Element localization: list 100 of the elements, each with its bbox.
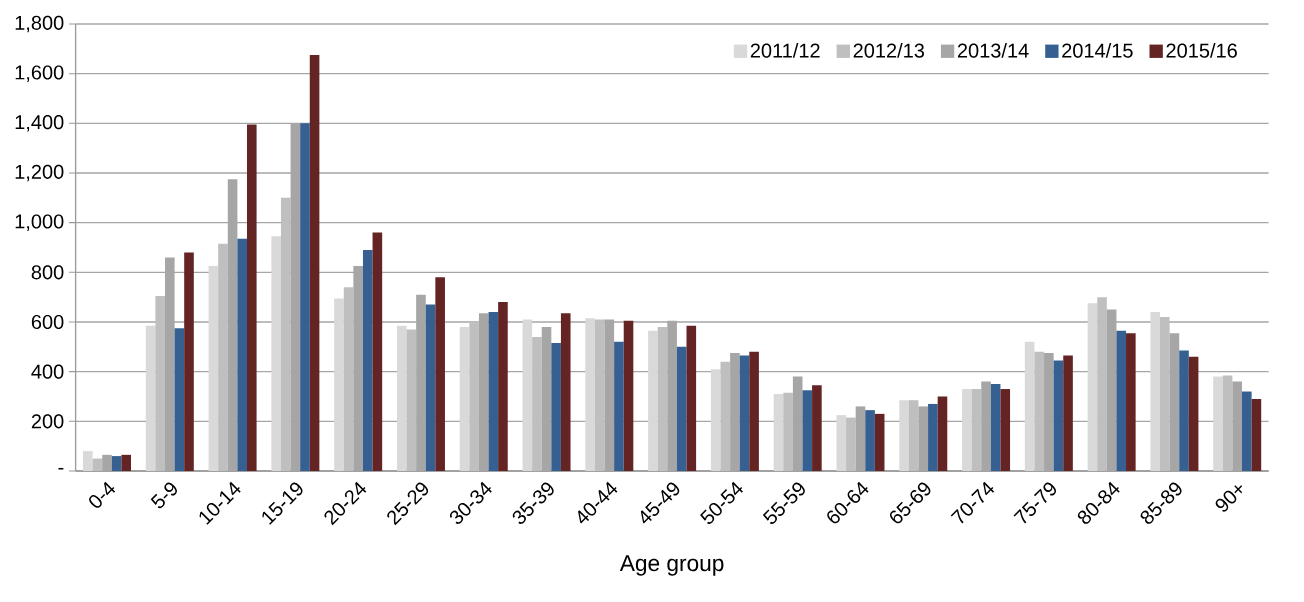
- bar: [1097, 297, 1107, 471]
- bar: [676, 346, 687, 471]
- bar: [271, 236, 281, 471]
- bar: [208, 266, 219, 471]
- bar: [1044, 353, 1054, 471]
- bar: [937, 396, 948, 471]
- bar: [1251, 398, 1262, 471]
- bar: [498, 302, 508, 471]
- bar: [1126, 333, 1136, 471]
- bar: [309, 55, 320, 471]
- y-tick-label: 600: [31, 314, 64, 330]
- bar: [83, 451, 93, 471]
- bar: [730, 353, 740, 471]
- bar: [1000, 389, 1011, 471]
- bar: [585, 318, 595, 471]
- legend-label: 2013/14: [957, 43, 1029, 58]
- bar: [812, 385, 822, 471]
- bar: [522, 319, 533, 471]
- y-tick-label: 1,800: [15, 15, 64, 33]
- bar: [855, 406, 866, 471]
- x-tick-label: 90+: [1215, 485, 1243, 512]
- bar: [92, 458, 103, 471]
- y-tick-label: 200: [31, 414, 64, 429]
- bar: [1188, 356, 1199, 471]
- bar: [773, 394, 784, 471]
- bar: [396, 325, 407, 471]
- bar: [783, 392, 793, 471]
- bar: [1150, 312, 1161, 471]
- bar: [710, 369, 721, 471]
- bar: [145, 325, 156, 471]
- x-tick-label: 5-9: [150, 482, 177, 509]
- y-tick-label: 1,000: [15, 214, 64, 231]
- bar: [1063, 355, 1073, 471]
- bar: [981, 381, 991, 471]
- bar: [1160, 317, 1170, 471]
- bar: [184, 252, 194, 471]
- bar: [425, 304, 436, 471]
- bar: [1213, 376, 1223, 471]
- bar: [334, 298, 344, 471]
- bar: [802, 390, 813, 471]
- bar: [488, 312, 499, 471]
- bar: [846, 417, 856, 471]
- bar: [372, 232, 383, 471]
- bar: [280, 197, 291, 471]
- bar: [300, 123, 310, 471]
- bar: [1116, 330, 1127, 471]
- bar: [971, 389, 982, 471]
- bar: [1024, 341, 1035, 471]
- bar: [1034, 351, 1045, 471]
- bar: [237, 238, 247, 471]
- x-tick-label: 0-4: [89, 481, 116, 508]
- bar: [435, 277, 445, 471]
- legend-label: 2015/16: [1166, 43, 1237, 58]
- bar: [111, 456, 122, 471]
- bar: [865, 410, 875, 471]
- bar: [218, 243, 228, 471]
- bar: [1222, 375, 1233, 471]
- bar: [792, 376, 803, 471]
- bar: [1169, 333, 1180, 471]
- bar: [962, 389, 972, 471]
- bar: [1242, 391, 1252, 471]
- bar: [469, 321, 479, 471]
- bar: [560, 313, 571, 471]
- legend-label: 2012/13: [853, 43, 925, 58]
- bar: [739, 355, 750, 471]
- bar: [459, 326, 470, 471]
- bar: [720, 361, 731, 471]
- legend-label: 2011/12: [750, 43, 820, 58]
- bar: [1179, 350, 1189, 471]
- bar: [1087, 303, 1098, 471]
- bar: [174, 328, 185, 471]
- y-tick-label: -: [58, 467, 64, 470]
- y-tick-label: 800: [31, 265, 64, 280]
- bar: [836, 415, 847, 471]
- y-tick-label: 1,400: [15, 115, 64, 132]
- bar: [686, 325, 697, 471]
- bar: [343, 287, 354, 471]
- bar: [246, 124, 257, 471]
- bar: [657, 326, 668, 471]
- y-tick-label: 400: [31, 364, 64, 379]
- bar: [749, 351, 759, 471]
- x-axis-title: Age group: [619, 555, 724, 576]
- bar: [541, 326, 552, 471]
- bar: [990, 384, 1001, 471]
- bar: [918, 406, 929, 471]
- bar: [594, 319, 605, 471]
- legend-label: 2014/15: [1062, 43, 1133, 58]
- bar: [532, 336, 542, 471]
- bar: [1053, 360, 1064, 471]
- bar: [1232, 381, 1243, 471]
- bar: [102, 454, 112, 471]
- y-tick-label: 1,200: [15, 164, 64, 182]
- bar: [623, 320, 634, 471]
- bar: [648, 330, 658, 471]
- bar: [155, 295, 165, 471]
- bar: [551, 343, 561, 471]
- bar: [614, 341, 624, 471]
- bar: [928, 403, 938, 471]
- y-tick-label: 1,600: [15, 65, 64, 82]
- bar: [899, 400, 909, 471]
